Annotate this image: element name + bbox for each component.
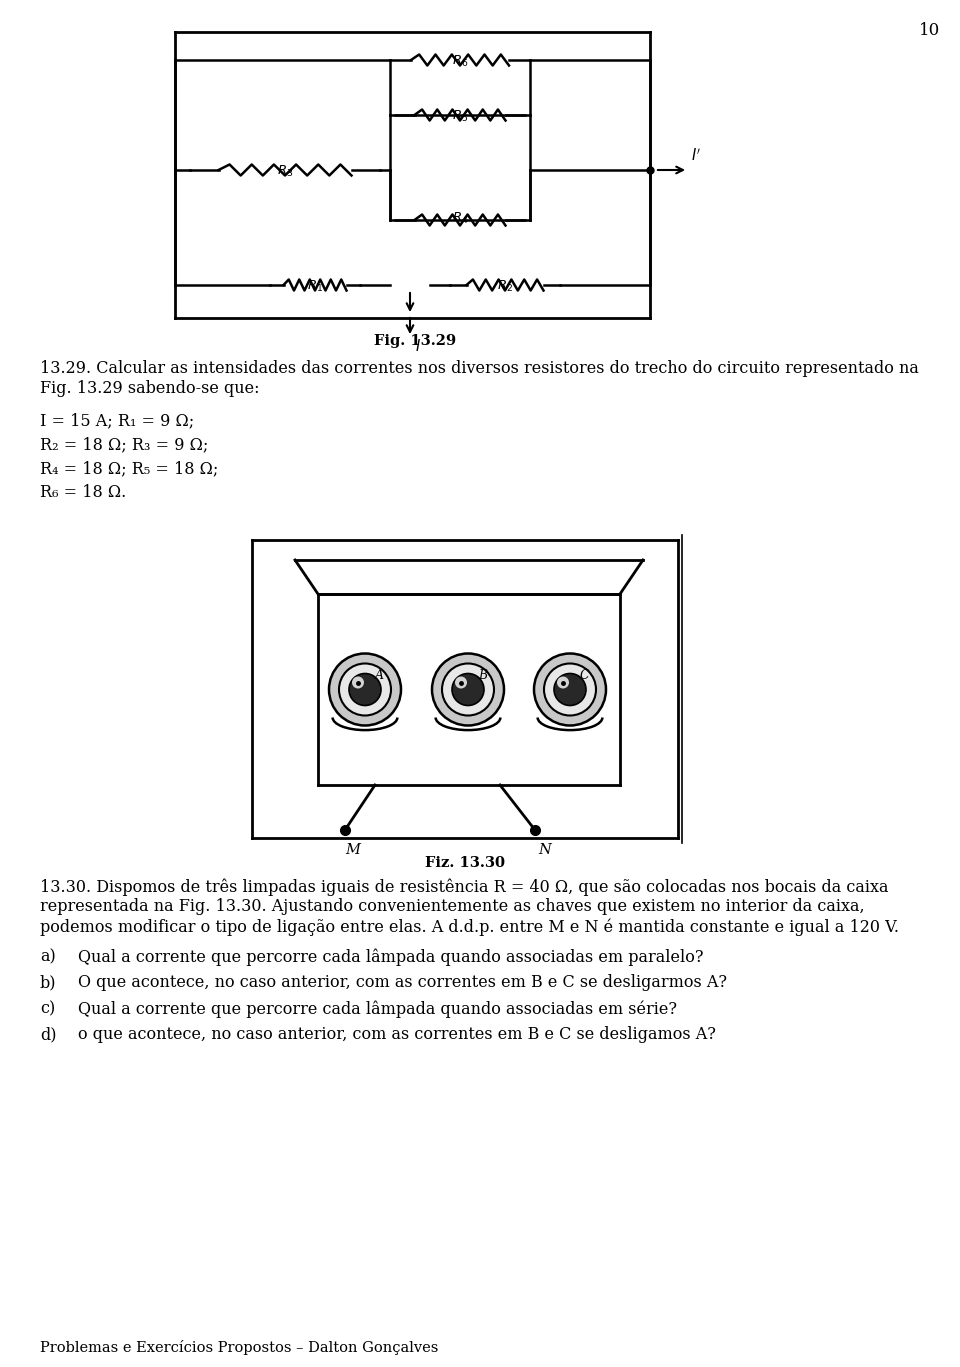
Text: Fig. 13.29 sabendo-se que:: Fig. 13.29 sabendo-se que: (40, 380, 259, 396)
Circle shape (534, 653, 606, 726)
Text: R₆ = 18 Ω.: R₆ = 18 Ω. (40, 484, 127, 500)
Text: representada na Fig. 13.30. Ajustando convenientemente as chaves que existem no : representada na Fig. 13.30. Ajustando co… (40, 898, 865, 915)
Text: N: N (539, 843, 551, 857)
Circle shape (554, 674, 586, 705)
Circle shape (432, 653, 504, 726)
Text: Fiz. 13.30: Fiz. 13.30 (425, 856, 505, 869)
Text: Qual a corrente que percorre cada lâmpada quando associadas em série?: Qual a corrente que percorre cada lâmpad… (78, 1001, 677, 1017)
Text: $R_3$: $R_3$ (276, 164, 293, 179)
Text: B: B (478, 668, 487, 682)
Text: $R_5$: $R_5$ (452, 108, 468, 123)
Text: Fig. 13.29: Fig. 13.29 (374, 334, 456, 349)
Text: A: A (375, 668, 384, 682)
Text: C: C (580, 668, 589, 682)
Text: podemos modificar o tipo de ligação entre elas. A d.d.p. entre M e N é mantida c: podemos modificar o tipo de ligação entr… (40, 919, 899, 935)
Text: 13.29. Calcular as intensidades das correntes nos diversos resistores do trecho : 13.29. Calcular as intensidades das corr… (40, 360, 919, 377)
Text: R₂ = 18 Ω; R₃ = 9 Ω;: R₂ = 18 Ω; R₃ = 9 Ω; (40, 436, 208, 452)
Circle shape (452, 674, 484, 705)
Text: M: M (346, 843, 361, 857)
Circle shape (352, 677, 364, 689)
Text: $I'$: $I'$ (691, 148, 701, 164)
Text: Qual a corrente que percorre cada lâmpada quando associadas em paralelo?: Qual a corrente que percorre cada lâmpad… (78, 947, 704, 965)
Circle shape (339, 663, 391, 715)
Circle shape (557, 677, 569, 689)
Text: a): a) (40, 947, 56, 965)
Circle shape (442, 663, 494, 715)
Text: 13.30. Dispomos de três limpadas iguais de resistência R = 40 Ω, que são colocad: 13.30. Dispomos de três limpadas iguais … (40, 878, 889, 895)
Text: $R_2$: $R_2$ (497, 279, 513, 294)
Text: $I$: $I$ (415, 338, 420, 354)
Circle shape (544, 663, 596, 715)
Text: R₄ = 18 Ω; R₅ = 18 Ω;: R₄ = 18 Ω; R₅ = 18 Ω; (40, 461, 218, 477)
Text: 10: 10 (920, 22, 941, 40)
Text: Problemas e Exercícios Propostos – Dalton Gonçalves: Problemas e Exercícios Propostos – Dalto… (40, 1340, 439, 1355)
Text: $R_6$: $R_6$ (452, 53, 468, 68)
Text: o que acontece, no caso anterior, com as correntes em B e C se desligamos A?: o que acontece, no caso anterior, com as… (78, 1027, 716, 1043)
Text: O que acontece, no caso anterior, com as correntes em B e C se desligarmos A?: O que acontece, no caso anterior, com as… (78, 975, 727, 991)
Circle shape (455, 677, 467, 689)
Text: d): d) (40, 1027, 57, 1043)
Circle shape (349, 674, 381, 705)
Text: c): c) (40, 1001, 56, 1017)
Text: b): b) (40, 975, 57, 991)
Text: $R_4$: $R_4$ (452, 211, 468, 226)
Text: $R_1$: $R_1$ (307, 279, 324, 294)
Text: I = 15 A; R₁ = 9 Ω;: I = 15 A; R₁ = 9 Ω; (40, 411, 194, 429)
Circle shape (329, 653, 401, 726)
